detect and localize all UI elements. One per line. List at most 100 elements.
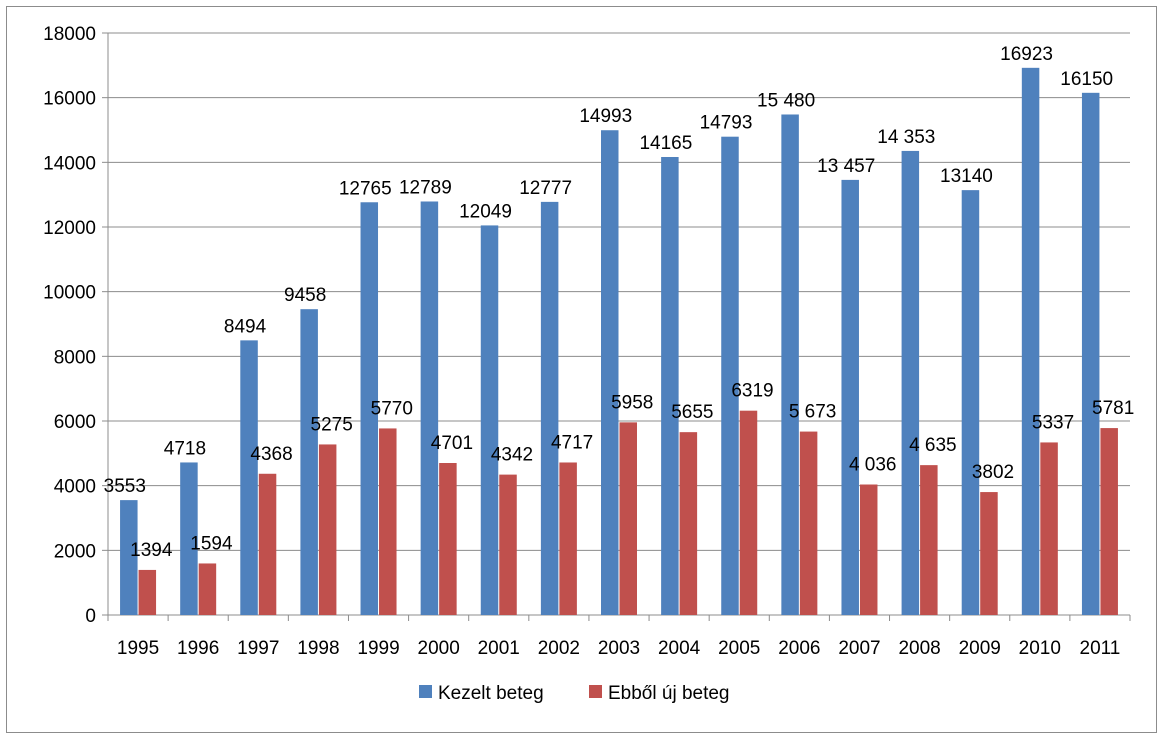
data-label: 14 353 [877,127,935,148]
legend: Kezelt beteg Ebből új beteg [419,683,730,704]
bar-kezelt-beteg [120,500,138,615]
legend-label-ebbol-uj-beteg: Ebből új beteg [608,683,730,704]
bar-kezelt-beteg [601,130,619,616]
data-label: 12765 [339,178,392,199]
x-tick-label: 1995 [117,638,159,659]
bar-kezelt-beteg [180,462,198,615]
bar-ebbol-uj-beteg [980,492,998,615]
data-label: 3802 [972,462,1014,483]
bar-ebbol-uj-beteg [499,474,517,615]
bar-ebbol-uj-beteg [138,569,157,615]
x-tick-label: 1996 [177,638,219,659]
bar-kezelt-beteg [961,190,980,615]
bar-ebbol-uj-beteg [318,444,337,615]
gridlines [108,32,1130,551]
data-label: 5770 [371,398,413,419]
bar-kezelt-beteg [300,309,318,615]
data-label: 13140 [940,166,993,187]
bar-ebbol-uj-beteg [920,465,938,615]
y-tick-label: 0 [85,606,96,627]
data-label: 1394 [130,540,173,561]
data-label: 12789 [399,177,452,198]
x-tick-label: 2011 [1080,638,1121,659]
x-tick-label: 2000 [418,638,460,659]
bar-kezelt-beteg [360,202,379,615]
bar-kezelt-beteg [540,201,559,615]
x-tick-label: 1998 [297,638,339,659]
data-label: 5275 [311,414,353,435]
data-label: 4718 [164,438,206,459]
data-label: 14165 [639,133,692,154]
x-tick-label: 2007 [838,638,880,659]
legend-swatch-kezelt-beteg [419,685,432,698]
bar-kezelt-beteg [781,114,799,615]
data-label: 14993 [579,106,632,127]
bar-ebbol-uj-beteg [198,563,217,615]
y-tick-label: 12000 [43,218,96,239]
y-tick-label: 16000 [43,89,96,110]
bar-kezelt-beteg [901,150,920,615]
data-label: 12777 [519,178,572,199]
x-tick-label: 2006 [778,638,820,659]
data-label: 9458 [284,285,326,306]
data-label: 4342 [491,445,533,466]
data-label: 4 635 [909,435,957,456]
data-label: 4717 [551,432,593,453]
data-label: 5655 [671,402,713,423]
x-tick-label: 2005 [718,638,760,659]
x-tick-label: 2002 [538,638,580,659]
y-tick-label: 10000 [43,283,96,304]
data-label: 5781 [1092,398,1134,419]
y-tick-label: 8000 [54,347,96,368]
data-label: 12049 [459,201,512,222]
data-label: 8494 [224,316,267,337]
data-label: 5958 [611,392,653,413]
x-tick-label: 2008 [898,638,940,659]
bar-ebbol-uj-beteg [1040,442,1058,615]
bar-ebbol-uj-beteg [559,462,577,615]
data-label: 4368 [250,444,292,465]
bar-ebbol-uj-beteg [679,432,698,615]
x-tick-label: 2010 [1019,638,1061,659]
bar-ebbol-uj-beteg [258,473,277,615]
bar-ebbol-uj-beteg [379,428,397,615]
axes: 0 2000 4000 6000 8000 10000 12000 14000 16000 180… [43,24,1131,659]
bar-ebbol-uj-beteg [439,463,457,615]
bar-kezelt-beteg [721,136,739,615]
data-label: 13 457 [817,156,875,177]
bar-ebbol-uj-beteg [739,410,758,615]
data-labels: 3553 4718 8494 9458 12765 12789 12049 12777 1499… [104,44,1135,561]
x-tick-label: 2004 [658,638,701,659]
bar-kezelt-beteg [661,156,679,615]
x-tick-label: 1997 [237,638,279,659]
legend-label-kezelt-beteg: Kezelt beteg [438,683,544,704]
data-label: 16150 [1060,69,1113,90]
y-tick-label: 18000 [43,24,96,45]
data-label: 16923 [1000,44,1053,65]
data-label: 6319 [731,381,773,402]
data-label: 3553 [104,476,146,497]
y-tick-label: 6000 [54,412,96,433]
data-label: 4 036 [849,455,897,476]
y-tick-label: 14000 [43,153,96,174]
bar-kezelt-beteg [240,340,258,615]
bar-ebbol-uj-beteg [1100,428,1118,615]
bar-ebbol-uj-beteg [619,422,637,615]
data-label: 5 673 [789,402,837,423]
x-tick-label: 1999 [357,638,399,659]
y-tick-label: 2000 [54,541,96,562]
legend-swatch-ebbol-uj-beteg [589,685,602,698]
x-tick-label: 2001 [478,638,520,659]
bar-kezelt-beteg [420,201,439,615]
x-tick-label: 2003 [598,638,640,659]
bar-ebbol-uj-beteg [799,431,818,615]
data-label: 1594 [190,533,233,554]
data-label: 15 480 [757,90,815,111]
bars [120,67,1118,616]
bar-kezelt-beteg [1081,92,1100,616]
bar-kezelt-beteg [841,179,859,616]
bar-ebbol-uj-beteg [859,484,878,615]
data-label: 4701 [431,433,473,454]
bar-kezelt-beteg [480,225,499,616]
